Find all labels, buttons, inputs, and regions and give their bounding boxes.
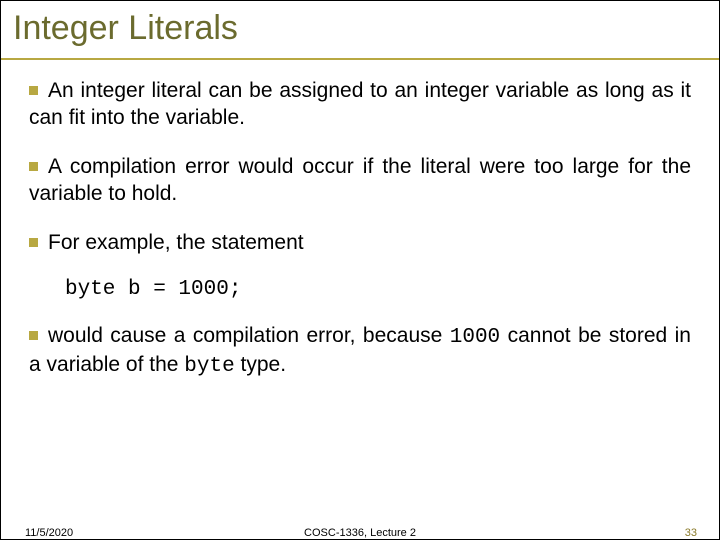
bullet-4-post: type. [235,353,286,376]
bullet-3: For example, the statement [29,230,691,257]
title-bar: Integer Literals [1,1,719,60]
bullet-2: A compilation error would occur if the l… [29,154,691,208]
code-example: byte b = 1000; [65,278,691,301]
slide-content: An integer literal can be assigned to an… [1,60,719,381]
footer-page-number: 33 [685,527,697,539]
bullet-icon [29,162,38,171]
bullet-4-code2: byte [184,355,234,378]
footer-date: 11/5/2020 [25,527,73,539]
bullet-icon [29,86,38,95]
bullet-1: An integer literal can be assigned to an… [29,78,691,132]
bullet-3-text: For example, the statement [48,231,304,254]
bullet-4: would cause a compilation error, because… [29,323,691,381]
slide-title: Integer Literals [13,9,707,48]
bullet-1-text: An integer literal can be assigned to an… [29,79,691,129]
bullet-4-code1: 1000 [450,326,500,349]
bullet-icon [29,331,38,340]
footer-course: COSC-1336, Lecture 2 [304,527,416,539]
bullet-4-pre: would cause a compilation error, because [48,324,450,347]
bullet-2-text: A compilation error would occur if the l… [29,155,691,205]
bullet-icon [29,238,38,247]
